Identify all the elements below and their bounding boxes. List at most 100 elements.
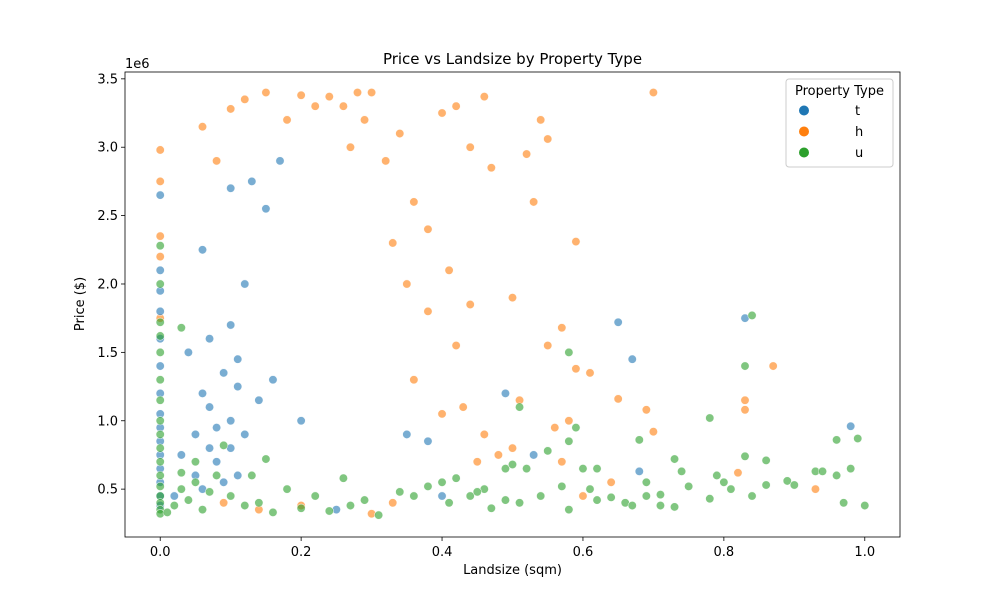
point-u	[247, 470, 257, 480]
point-u	[155, 395, 165, 405]
point-u	[726, 484, 736, 494]
point-h	[437, 108, 447, 118]
point-h	[465, 142, 475, 152]
point-u	[155, 470, 165, 480]
point-u	[641, 491, 651, 501]
x-tick-label: 0.4	[432, 545, 453, 560]
legend-label-t: t	[855, 104, 860, 119]
point-u	[571, 423, 581, 433]
x-tick-label: 0.0	[150, 545, 171, 560]
point-t	[500, 388, 510, 398]
point-u	[536, 491, 546, 501]
point-h	[571, 364, 581, 374]
point-h	[543, 341, 553, 351]
point-t	[155, 361, 165, 371]
legend-items: thu	[799, 104, 863, 161]
point-h	[733, 468, 743, 478]
point-t	[247, 176, 257, 186]
point-h	[451, 341, 461, 351]
point-u	[740, 451, 750, 461]
point-u	[817, 466, 827, 476]
series-t-points	[155, 156, 856, 515]
point-h	[550, 423, 560, 433]
point-h	[409, 197, 419, 207]
point-h	[641, 405, 651, 415]
point-u	[198, 505, 208, 515]
point-u	[176, 323, 186, 333]
point-h	[768, 361, 778, 371]
point-t	[402, 429, 412, 439]
point-h	[388, 238, 398, 248]
point-u	[486, 503, 496, 513]
legend-label-u: u	[855, 146, 863, 161]
point-h	[557, 457, 567, 467]
point-u	[761, 480, 771, 490]
point-t	[226, 183, 236, 193]
point-u	[592, 464, 602, 474]
point-u	[789, 480, 799, 490]
point-u	[162, 507, 172, 517]
point-u	[169, 501, 179, 511]
point-h	[212, 156, 222, 166]
point-h	[437, 409, 447, 419]
point-u	[155, 279, 165, 289]
point-h	[451, 101, 461, 111]
point-u	[324, 506, 334, 516]
point-t	[634, 466, 644, 476]
point-u	[176, 468, 186, 478]
point-u	[268, 507, 278, 517]
point-h	[486, 163, 496, 173]
point-u	[507, 460, 517, 470]
point-h	[198, 122, 208, 132]
x-tick-label: 0.8	[714, 545, 735, 560]
point-t	[627, 354, 637, 364]
point-t	[205, 402, 215, 412]
point-t	[226, 320, 236, 330]
plot-frame	[124, 71, 901, 538]
point-t	[423, 436, 433, 446]
point-u	[155, 443, 165, 453]
point-h	[571, 237, 581, 247]
point-u	[465, 491, 475, 501]
point-u	[860, 501, 870, 511]
point-h	[324, 92, 334, 102]
legend-title: Property Type	[795, 84, 884, 99]
point-u	[522, 464, 532, 474]
x-tick-label: 0.2	[291, 545, 312, 560]
point-u	[747, 310, 757, 320]
point-u	[684, 481, 694, 491]
point-t	[613, 317, 623, 327]
point-t	[233, 470, 243, 480]
y-tick-label: 1.5	[97, 346, 118, 361]
point-u	[261, 454, 271, 464]
point-t	[212, 423, 222, 433]
point-u	[374, 510, 384, 520]
point-u	[345, 501, 355, 511]
point-u	[832, 435, 842, 445]
point-h	[543, 134, 553, 144]
point-h	[740, 395, 750, 405]
x-axis-label: Landsize (sqm)	[463, 563, 562, 578]
point-h	[423, 306, 433, 316]
point-u	[190, 477, 200, 487]
point-u	[719, 477, 729, 487]
point-h	[155, 145, 165, 155]
point-t	[155, 265, 165, 275]
point-h	[557, 323, 567, 333]
point-u	[444, 498, 454, 508]
point-u	[296, 503, 306, 513]
point-t	[205, 443, 215, 453]
point-u	[155, 347, 165, 357]
point-h	[522, 149, 532, 159]
series-h-points	[155, 88, 820, 519]
point-u	[515, 498, 525, 508]
point-u	[226, 491, 236, 501]
point-h	[352, 88, 362, 98]
point-u	[564, 347, 574, 357]
point-t	[226, 416, 236, 426]
point-t	[219, 477, 229, 487]
point-u	[205, 487, 215, 497]
point-t	[155, 306, 165, 316]
point-h	[507, 293, 517, 303]
x-tick-label: 0.6	[573, 545, 594, 560]
